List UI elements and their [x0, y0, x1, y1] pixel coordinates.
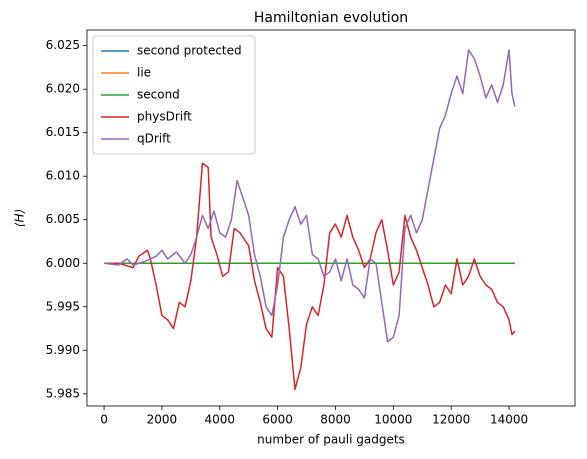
x-tick-label: 0 [100, 413, 108, 427]
series-line [103, 49, 516, 343]
legend-label: physDrift [137, 110, 192, 124]
x-tick-label: 14000 [490, 413, 528, 427]
y-tick-label: 5.985 [46, 386, 80, 400]
x-tick-label: 4000 [205, 413, 236, 427]
x-axis-label: number of pauli gadgets [257, 433, 405, 447]
x-tick-label: 2000 [147, 413, 178, 427]
y-tick-label: 5.990 [46, 343, 80, 357]
legend-label: second protected [137, 44, 242, 58]
legend-label: qDrift [137, 132, 171, 146]
x-tick-label: 12000 [432, 413, 470, 427]
legend: second protected lie second physDrift qDrift [92, 35, 256, 155]
legend-label: lie [137, 66, 151, 80]
y-tick-label: 6.005 [46, 212, 80, 226]
y-tick-label: 6.000 [46, 256, 80, 270]
y-tick-label: 6.015 [46, 125, 80, 139]
x-tick-label: 10000 [374, 413, 412, 427]
y-tick-label: 6.020 [46, 82, 80, 96]
y-tick-label: 6.025 [46, 38, 80, 52]
y-axis-label: ⟨H⟩ [13, 209, 27, 227]
chart-title: Hamiltonian evolution [254, 10, 408, 26]
x-tick-label: 6000 [262, 413, 293, 427]
plot-frame [86, 29, 576, 407]
x-tick-label: 8000 [320, 413, 351, 427]
legend-box [92, 35, 256, 155]
legend-label: second [137, 88, 180, 102]
y-tick-label: 5.995 [46, 299, 80, 313]
series-line [104, 162, 516, 391]
y-tick-label: 6.010 [46, 169, 80, 183]
